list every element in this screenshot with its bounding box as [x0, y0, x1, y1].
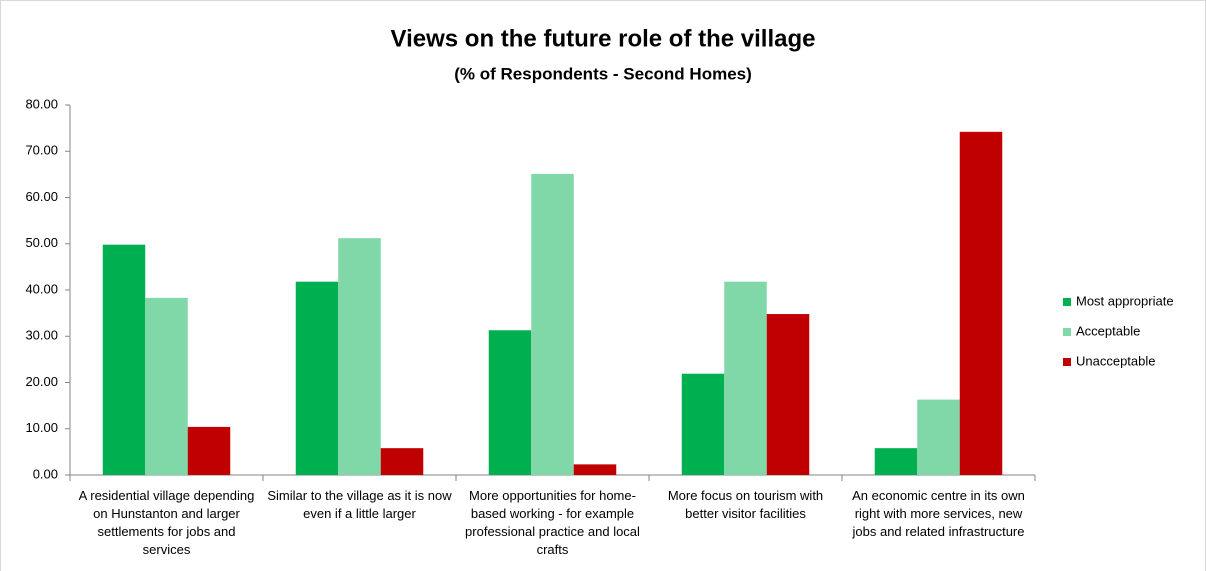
bar	[766, 314, 810, 475]
bar	[573, 464, 617, 475]
bar	[338, 238, 381, 475]
legend-swatch	[1063, 328, 1071, 336]
x-tick-label: A residential village depending on Hunst…	[78, 488, 255, 557]
legend-swatch	[1063, 358, 1071, 366]
bar	[145, 297, 188, 475]
legend-label: Most appropriate	[1076, 293, 1174, 308]
x-tick-label: More focus on tourism with better visito…	[667, 488, 824, 521]
y-tick-label: 80.00	[25, 96, 58, 111]
bar	[102, 244, 146, 475]
y-tick-label: 70.00	[25, 143, 58, 158]
bar	[488, 330, 532, 475]
y-tick-label: 40.00	[25, 281, 58, 296]
x-tick-label: Similar to the village as it is now even…	[267, 488, 452, 521]
y-tick-label: 0.00	[33, 466, 58, 481]
bar	[874, 448, 918, 475]
x-tick-label: More opportunities for home-based workin…	[465, 488, 640, 557]
y-tick-label: 20.00	[25, 374, 58, 389]
legend-label: Acceptable	[1076, 323, 1140, 338]
y-tick-label: 60.00	[25, 189, 58, 204]
bar	[380, 448, 424, 475]
bar	[959, 131, 1003, 475]
legend-label: Unacceptable	[1076, 353, 1156, 368]
chart-title: Views on the future role of the village	[391, 25, 816, 52]
x-tick-label: An economic centre in its own right with…	[852, 488, 1025, 539]
y-tick-label: 50.00	[25, 235, 58, 250]
bar	[724, 281, 767, 475]
y-tick-label: 10.00	[25, 420, 58, 435]
bar	[531, 173, 574, 475]
y-tick-label: 30.00	[25, 328, 58, 343]
bar	[917, 399, 960, 475]
bar	[681, 373, 725, 475]
chart-subtitle: (% of Respondents - Second Homes)	[454, 64, 752, 83]
legend-swatch	[1063, 298, 1071, 306]
bar	[295, 281, 339, 475]
bar	[187, 426, 231, 475]
